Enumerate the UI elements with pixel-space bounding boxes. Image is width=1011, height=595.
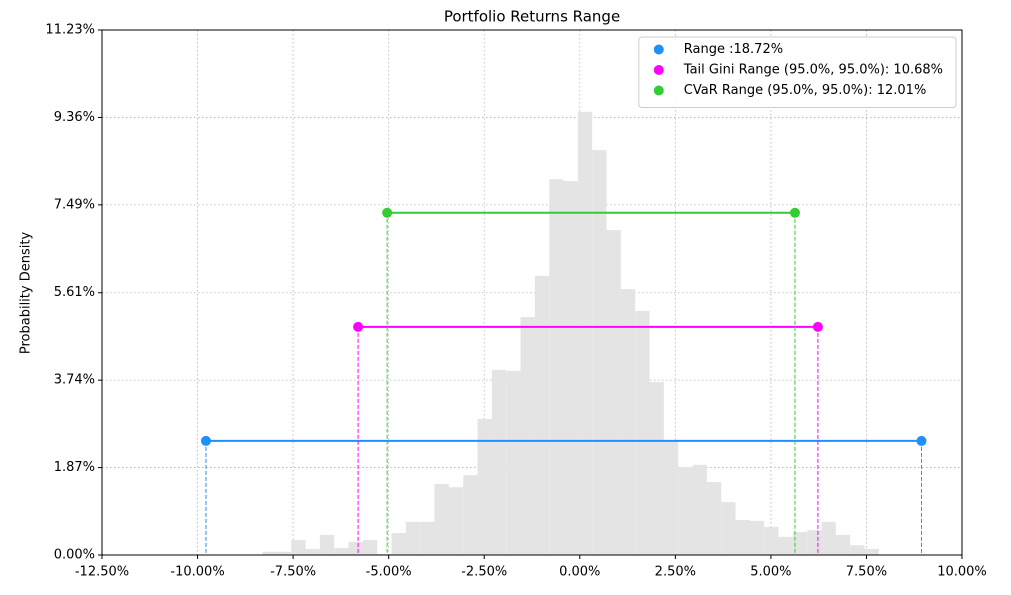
histogram-bar (735, 519, 750, 555)
histogram-bar (635, 310, 650, 555)
legend-label: CVaR Range (95.0%, 95.0%): 12.01% (684, 83, 927, 98)
legend-marker (653, 85, 664, 96)
range-point (812, 321, 823, 332)
x-tick-label: 0.00% (559, 565, 600, 580)
histogram-bar (606, 230, 621, 555)
histogram-bar (549, 179, 564, 556)
histogram-bar (620, 288, 636, 555)
range-point (353, 321, 364, 332)
histogram-bar (807, 530, 822, 555)
x-tick-label: -5.00% (366, 565, 412, 580)
y-tick-label: 7.49% (54, 197, 95, 212)
histogram-bar (434, 483, 449, 555)
histogram-bar (391, 533, 406, 555)
histogram-bar (534, 275, 550, 555)
histogram-bar (291, 540, 306, 555)
legend-label: Range :18.72% (684, 42, 783, 57)
histogram-bar (577, 111, 593, 556)
x-tick-label: 7.50% (846, 565, 887, 580)
x-tick-label: 10.00% (937, 565, 987, 580)
histogram-bar (463, 475, 478, 555)
y-tick-label: 5.61% (54, 285, 95, 300)
y-tick-label: 0.00% (54, 548, 95, 563)
histogram-bar (276, 551, 292, 555)
histogram-bar (678, 467, 693, 555)
y-tick-label: 9.36% (54, 110, 95, 125)
histogram-bar (649, 382, 664, 555)
legend-marker (653, 44, 664, 55)
y-tick-label: 3.74% (54, 373, 95, 388)
range-point (382, 207, 393, 218)
range-point (916, 435, 927, 446)
x-tick-label: -10.00% (170, 565, 224, 580)
legend-box (638, 36, 957, 108)
histogram-bar (706, 482, 722, 555)
legend: Range :18.72% Tail Gini Range (95.0%, 95.… (638, 36, 957, 108)
x-tick-label: -12.50% (75, 565, 129, 580)
histogram-bar (850, 545, 865, 555)
histogram-bar (305, 548, 320, 555)
histogram-bar (778, 536, 793, 555)
histogram-bar (749, 520, 765, 555)
histogram-bar (262, 551, 277, 555)
x-tick-label: -7.50% (270, 565, 316, 580)
range-point (789, 207, 800, 218)
histogram-bar (448, 487, 464, 555)
histogram-bar (506, 370, 521, 555)
histogram-bar (348, 541, 363, 555)
y-tick-label: 11.23% (45, 23, 95, 38)
histogram-bar (491, 369, 507, 555)
histogram-bar (692, 464, 707, 555)
histogram-bar (334, 547, 349, 555)
range-point (200, 435, 211, 446)
histogram-bar (835, 534, 851, 555)
histogram-bar (563, 181, 578, 556)
histogram-bar (405, 521, 421, 555)
y-axis-label: Probability Density (19, 232, 34, 355)
x-tick-label: 5.00% (750, 565, 791, 580)
legend-marker (653, 65, 664, 75)
histogram-bar (821, 521, 836, 555)
chart-title: Portfolio Returns Range (444, 8, 620, 26)
histogram-bar (362, 540, 378, 555)
histogram-bar (764, 526, 779, 555)
legend-label: Tail Gini Range (95.0%, 95.0%): 10.68% (683, 63, 943, 78)
histogram-bar (592, 150, 607, 556)
histogram-bar (319, 534, 335, 555)
histogram-bar (520, 317, 535, 555)
histogram-bar (663, 440, 679, 555)
histogram-bar (864, 548, 879, 555)
x-tick-label: 2.50% (655, 565, 696, 580)
histogram-bar (721, 502, 736, 555)
x-tick-label: -2.50% (461, 565, 507, 580)
y-tick-label: 1.87% (54, 460, 95, 475)
histogram-bar (420, 521, 435, 555)
histogram-bar (792, 532, 808, 555)
histogram-bar (477, 418, 492, 555)
